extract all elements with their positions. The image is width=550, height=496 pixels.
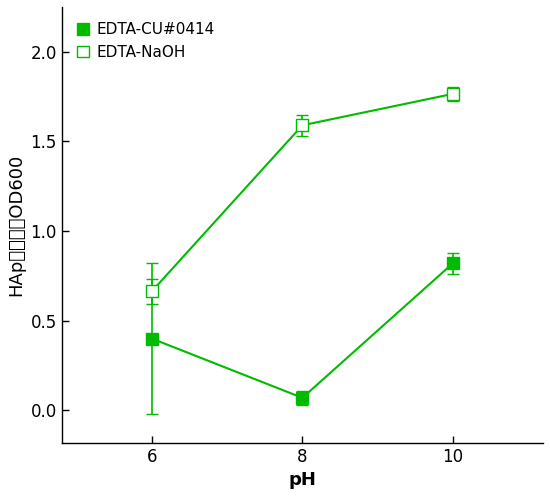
X-axis label: pH: pH bbox=[288, 471, 316, 489]
Y-axis label: HAp懸濁液のOD600: HAp懸濁液のOD600 bbox=[7, 154, 25, 296]
Legend: EDTA-CU#0414, EDTA-NaOH: EDTA-CU#0414, EDTA-NaOH bbox=[69, 14, 223, 67]
